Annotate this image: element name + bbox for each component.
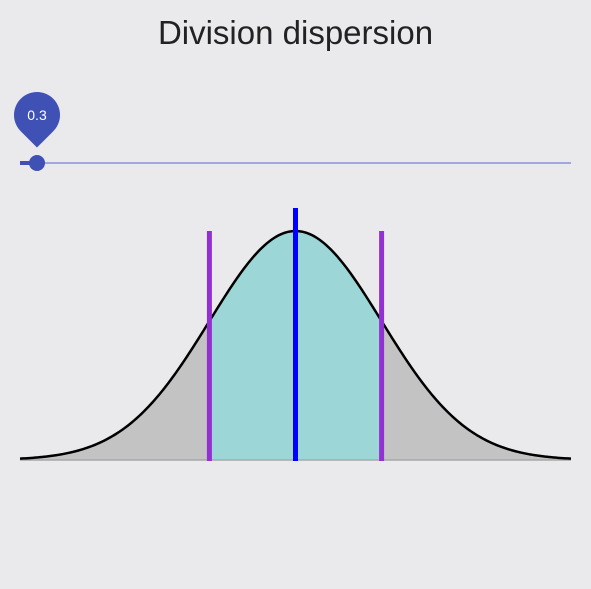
slider-rail[interactable]: [20, 162, 571, 164]
dispersion-slider[interactable]: [20, 150, 571, 176]
page-title: Division dispersion: [157, 14, 434, 51]
right-tail-area: [381, 321, 571, 460]
slider-thumb[interactable]: [28, 155, 45, 171]
left-tail-area: [20, 321, 210, 460]
slider-track[interactable]: [20, 161, 37, 165]
